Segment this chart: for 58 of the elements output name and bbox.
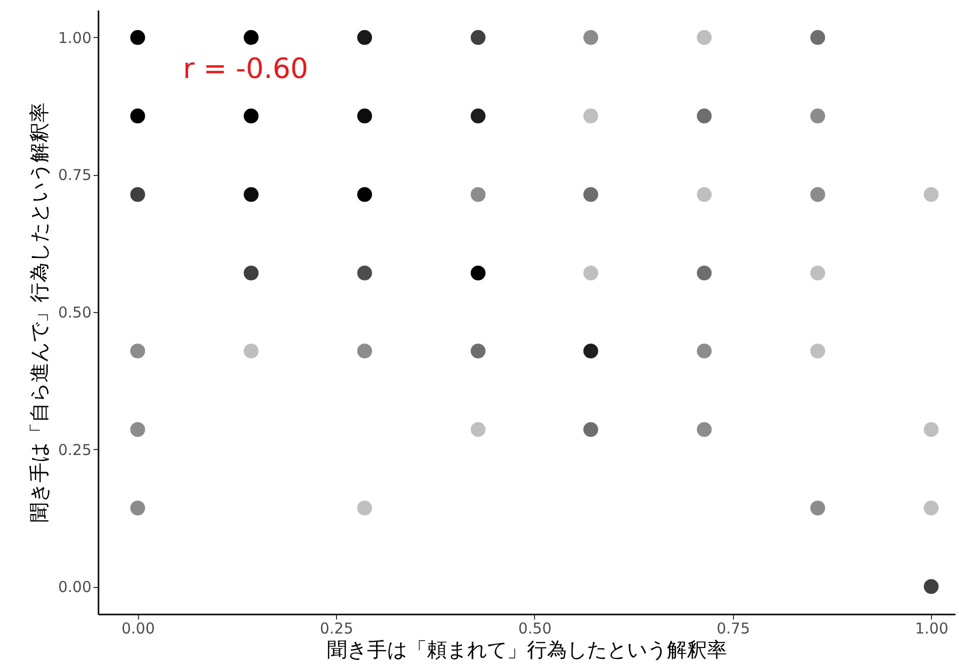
- point: [696, 344, 712, 358]
- point: [130, 500, 146, 516]
- annotation: r = -0.60: [183, 52, 308, 85]
- point: [583, 30, 598, 45]
- point: [810, 108, 826, 124]
- point: [583, 266, 598, 280]
- point: [244, 344, 259, 358]
- y-tick-label: 1.00: [58, 28, 92, 47]
- point: [130, 108, 146, 124]
- x-tick-label: 0.00: [121, 620, 155, 638]
- point: [470, 30, 486, 45]
- x-tick-label: 0.50: [518, 620, 552, 638]
- y-tick-label: 0.75: [58, 166, 92, 184]
- x-tick-label: 1.00: [914, 620, 948, 638]
- point: [696, 266, 712, 280]
- point: [244, 187, 259, 202]
- point: [810, 344, 826, 358]
- point: [696, 30, 712, 45]
- x-axis-title: 聞き手は「頼まれて」行為したという解釈率: [327, 638, 727, 662]
- point: [244, 108, 259, 124]
- x-tick-label: 0.25: [320, 620, 354, 638]
- point: [583, 187, 598, 202]
- x-tick-label: 0.75: [716, 620, 750, 638]
- point: [583, 422, 598, 437]
- point: [357, 108, 372, 124]
- y-tick-label: 0.50: [58, 304, 92, 322]
- point: [357, 344, 372, 358]
- y-tick-label: 0.25: [58, 440, 92, 459]
- y-tick-label: 0.00: [58, 578, 92, 596]
- point: [470, 422, 486, 437]
- point: [810, 187, 826, 202]
- point: [470, 187, 486, 202]
- point: [244, 30, 259, 45]
- point: [924, 422, 939, 437]
- point: [696, 108, 712, 124]
- point: [696, 187, 712, 202]
- point: [470, 344, 486, 358]
- point: [244, 266, 259, 280]
- point: [924, 187, 939, 202]
- point: [583, 108, 598, 124]
- point: [357, 187, 372, 202]
- y-axis-title: 聞き手は「自ら進んで」行為したという解釈率: [27, 102, 52, 522]
- point: [357, 500, 372, 516]
- point: [357, 266, 372, 280]
- point: [810, 30, 826, 45]
- point: [130, 187, 146, 202]
- point: [130, 344, 146, 358]
- point: [470, 108, 486, 124]
- point: [924, 500, 939, 516]
- point: [130, 422, 146, 437]
- point: [810, 266, 826, 280]
- point: [810, 500, 826, 516]
- point: [924, 579, 939, 594]
- point: [130, 30, 146, 45]
- point: [470, 266, 486, 280]
- point: [357, 30, 372, 45]
- point: [696, 422, 712, 437]
- point: [583, 344, 598, 358]
